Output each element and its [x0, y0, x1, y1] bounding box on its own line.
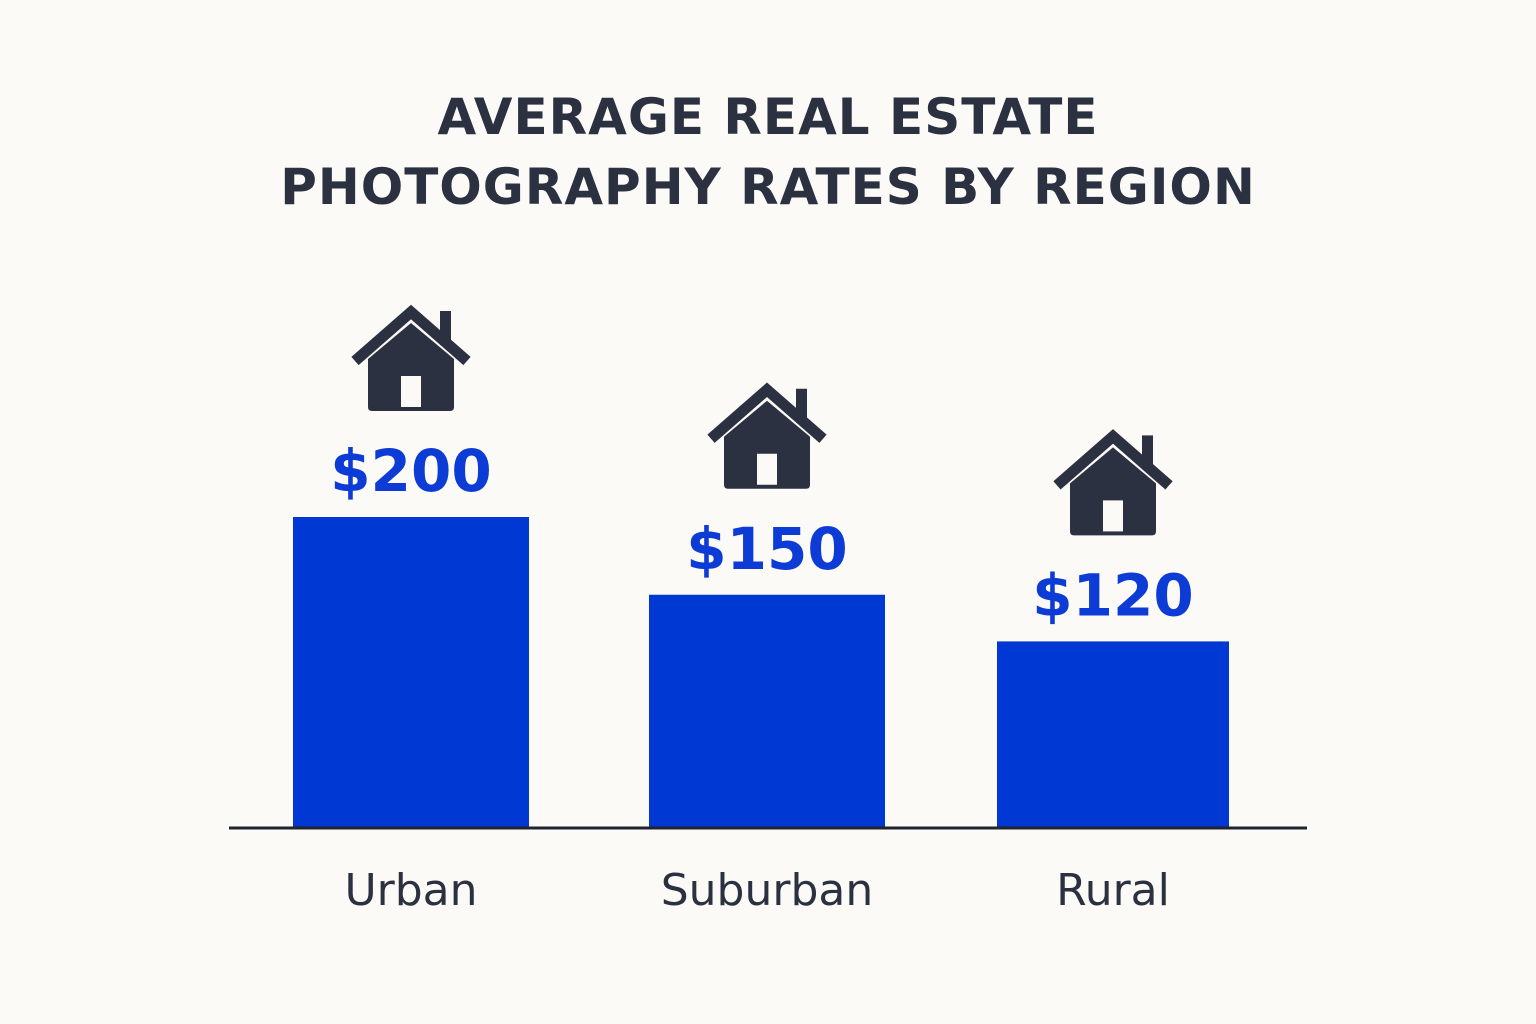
house-door	[757, 453, 777, 485]
house-chimney	[440, 311, 451, 345]
house-roof	[351, 304, 471, 366]
value-label-urban: $200	[330, 437, 491, 505]
house-body	[368, 323, 454, 411]
house-roof	[707, 382, 827, 443]
chart-title: AVERAGE REAL ESTATE PHOTOGRAPHY RATES BY…	[0, 82, 1536, 222]
house-icon	[1053, 429, 1173, 536]
house-body	[1070, 447, 1156, 536]
bar-urban	[293, 517, 529, 828]
house-icon	[707, 382, 827, 489]
house-chimney	[796, 388, 807, 423]
house-door	[401, 376, 421, 407]
bar-suburban	[649, 594, 885, 828]
chart-title-line-2: PHOTOGRAPHY RATES BY REGION	[280, 158, 1256, 216]
category-label-urban: Urban	[344, 865, 477, 916]
house-chimney	[1142, 435, 1153, 470]
house-icon	[351, 304, 471, 411]
house-roof	[1053, 429, 1173, 490]
value-label-suburban: $150	[686, 515, 847, 583]
category-label-rural: Rural	[1056, 865, 1170, 916]
chart-title-line-1: AVERAGE REAL ESTATE	[437, 88, 1099, 146]
house-body	[724, 400, 810, 489]
value-label-rural: $120	[1032, 561, 1193, 629]
bar-rural	[997, 641, 1229, 828]
category-label-suburban: Suburban	[661, 865, 874, 916]
house-door	[1103, 500, 1123, 532]
